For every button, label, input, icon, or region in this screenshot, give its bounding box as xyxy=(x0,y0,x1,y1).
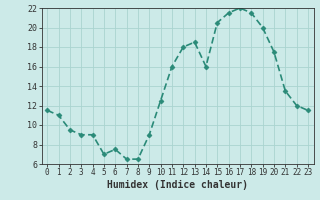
X-axis label: Humidex (Indice chaleur): Humidex (Indice chaleur) xyxy=(107,180,248,190)
